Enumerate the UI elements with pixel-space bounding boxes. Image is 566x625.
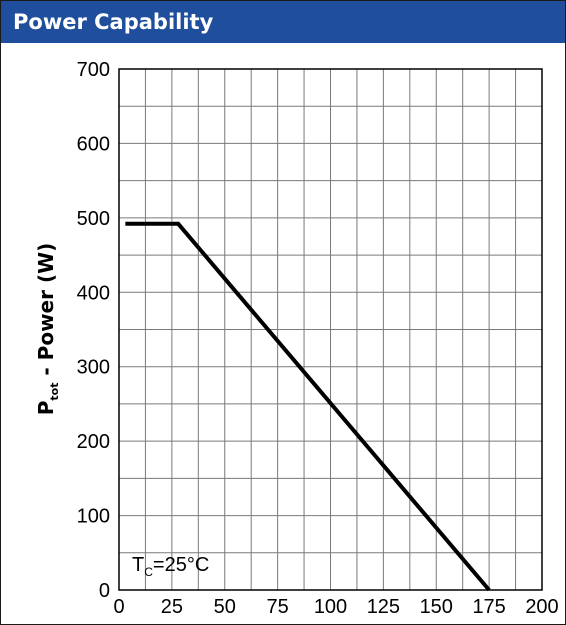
y-tick-labels: 0 100 200 300 400 500 600 700 <box>77 59 110 602</box>
y-tick-label: 700 <box>77 59 110 81</box>
grid <box>119 69 542 590</box>
y-tick-label: 600 <box>77 133 110 155</box>
x-tick-label: 25 <box>161 596 183 618</box>
annotation-subscript: C <box>144 565 153 579</box>
y-tick-label: 300 <box>77 357 110 379</box>
x-tick-label: 75 <box>267 596 289 618</box>
annotation-main: T <box>132 554 144 576</box>
panel-header: Power Capability <box>1 1 565 43</box>
y-tick-label: 100 <box>77 506 110 528</box>
y-tick-label: 0 <box>99 580 110 602</box>
x-tick-label: 150 <box>420 596 453 618</box>
y-axis-label: Ptot - Power (W) <box>34 243 61 416</box>
y-axis-label-subscript: tot <box>48 383 61 401</box>
annotation-rest: =25°C <box>153 554 209 576</box>
plot-border <box>118 68 543 591</box>
y-tick-label: 500 <box>77 208 110 230</box>
y-tick-label: 200 <box>77 431 110 453</box>
x-tick-label: 0 <box>113 596 124 618</box>
panel-title: Power Capability <box>13 10 214 34</box>
y-axis-label-rest: - Power (W) <box>34 243 58 383</box>
series <box>125 221 491 592</box>
x-tick-labels: 0 25 50 75 100 125 150 175 200 <box>113 596 558 618</box>
x-tick-label: 100 <box>314 596 347 618</box>
y-tick-label: 400 <box>77 282 110 304</box>
series-line-power <box>125 221 491 592</box>
temperature-annotation: TC=25°C <box>132 554 209 579</box>
x-tick-label: 125 <box>367 596 400 618</box>
x-tick-label: 50 <box>214 596 236 618</box>
x-tick-label: 175 <box>472 596 505 618</box>
y-axis-label-main: P <box>34 401 58 416</box>
x-tick-label: 200 <box>525 596 558 618</box>
